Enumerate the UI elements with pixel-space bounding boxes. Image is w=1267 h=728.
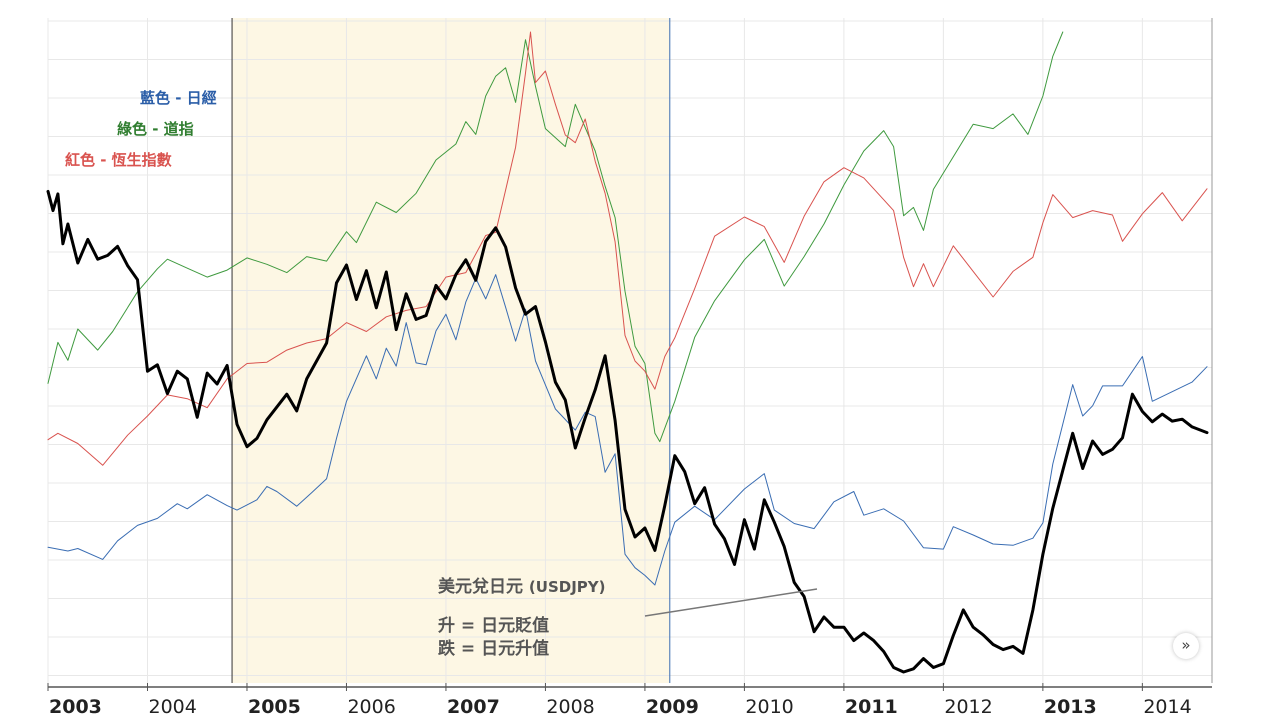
legend-red: 紅色 - 恆生指數: [65, 151, 172, 169]
x-tick-label: 2003: [49, 696, 102, 718]
annotation-code: (USDJPY): [528, 578, 606, 596]
x-tick-label: 2006: [347, 696, 395, 718]
annotation-title-text: 美元兌日元: [438, 577, 523, 597]
series-line-blue: [47, 274, 1208, 586]
x-axis: 2003 2004 2005 2006 2007 2008 2009 2010 2011 2012…: [47, 683, 1212, 718]
x-tick-label: 2009: [646, 696, 699, 718]
series-line-black: [46, 189, 1209, 674]
highlight-band: [232, 18, 670, 683]
chart-series: [46, 31, 1209, 674]
x-tick-label: 2011: [845, 696, 898, 718]
next-chevron-button[interactable]: »: [1173, 633, 1199, 659]
chart-grid: [47, 18, 1212, 683]
legend-green: 綠色 - 道指: [117, 120, 194, 138]
x-tick-label: 2005: [248, 696, 301, 718]
annotation-rise: 升 = 日元貶值: [438, 616, 550, 636]
x-tick-label: 2012: [944, 696, 992, 718]
x-tick-label: 2008: [546, 696, 594, 718]
legend-blue: 藍色 - 日經: [140, 89, 217, 107]
annotation-fall: 跌 = 日元升值: [438, 639, 550, 659]
x-tick-label: 2010: [745, 696, 793, 718]
x-tick-label: 2004: [148, 696, 196, 718]
series-line-red: [47, 31, 1208, 466]
x-tick-label: 2013: [1044, 696, 1097, 718]
annotation-title: 美元兌日元 (USDJPY): [438, 572, 606, 597]
x-tick-label: 2014: [1143, 696, 1191, 718]
series-line-green: [47, 31, 1064, 443]
period-markers: [231, 18, 1213, 683]
x-tick-label: 2007: [447, 696, 500, 718]
annotation-pointer: [644, 588, 818, 617]
